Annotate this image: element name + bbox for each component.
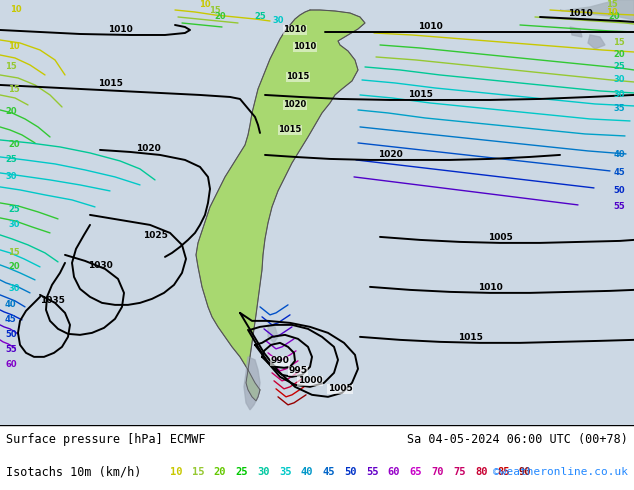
Text: 1010: 1010 <box>418 22 443 31</box>
Text: 40: 40 <box>5 300 16 309</box>
Text: 20: 20 <box>214 12 226 21</box>
Text: 10: 10 <box>170 467 182 477</box>
Text: 85: 85 <box>497 467 510 477</box>
Text: 55: 55 <box>366 467 378 477</box>
Text: 25: 25 <box>5 155 16 165</box>
Text: 50: 50 <box>613 186 625 196</box>
Text: 50: 50 <box>344 467 357 477</box>
Text: 30: 30 <box>614 91 625 99</box>
Text: 30: 30 <box>8 284 20 294</box>
Text: 15: 15 <box>8 85 20 95</box>
Polygon shape <box>244 357 260 410</box>
Text: 990: 990 <box>271 356 290 366</box>
Text: 15: 15 <box>606 0 618 9</box>
Text: 1025: 1025 <box>143 231 167 240</box>
Polygon shape <box>268 325 278 343</box>
Text: 1015: 1015 <box>408 90 432 99</box>
Text: 35: 35 <box>279 467 291 477</box>
Text: 55: 55 <box>613 202 625 211</box>
Text: 45: 45 <box>613 169 625 177</box>
Text: 20: 20 <box>609 12 620 22</box>
Text: 20: 20 <box>214 467 226 477</box>
Text: 30: 30 <box>272 16 284 25</box>
Text: 65: 65 <box>410 467 422 477</box>
Text: 30: 30 <box>8 220 20 229</box>
Text: 40: 40 <box>301 467 313 477</box>
Text: 30: 30 <box>614 75 625 84</box>
Text: 60: 60 <box>5 360 16 369</box>
Text: 1015: 1015 <box>287 73 309 81</box>
Text: 1015: 1015 <box>458 333 482 342</box>
Text: 55: 55 <box>5 345 16 354</box>
Text: 1020: 1020 <box>136 144 160 153</box>
Text: 80: 80 <box>475 467 488 477</box>
Text: 1015: 1015 <box>98 79 122 88</box>
Polygon shape <box>588 35 605 49</box>
Text: 25: 25 <box>254 12 266 21</box>
Text: 60: 60 <box>388 467 401 477</box>
Text: 30: 30 <box>5 172 16 181</box>
Text: 20: 20 <box>5 107 16 117</box>
Text: 15: 15 <box>191 467 204 477</box>
Text: 45: 45 <box>323 467 335 477</box>
Text: 25: 25 <box>235 467 248 477</box>
Text: 10: 10 <box>199 0 211 9</box>
Text: 20: 20 <box>8 262 20 271</box>
Text: 15: 15 <box>5 62 16 72</box>
Text: 995: 995 <box>288 367 307 375</box>
Text: 1005: 1005 <box>328 384 353 393</box>
Text: 1020: 1020 <box>283 100 307 109</box>
Text: 1035: 1035 <box>39 296 65 305</box>
Text: 70: 70 <box>432 467 444 477</box>
Text: 25: 25 <box>8 205 20 215</box>
Text: 10: 10 <box>606 8 618 18</box>
Text: 1015: 1015 <box>278 125 302 134</box>
Text: Surface pressure [hPa] ECMWF: Surface pressure [hPa] ECMWF <box>6 433 205 446</box>
Text: 1010: 1010 <box>477 283 502 292</box>
Polygon shape <box>570 27 582 37</box>
Text: 1000: 1000 <box>298 376 322 385</box>
Text: 1030: 1030 <box>87 261 112 270</box>
Text: 15: 15 <box>613 39 625 48</box>
Text: 75: 75 <box>453 467 466 477</box>
Text: 50: 50 <box>5 330 16 340</box>
Text: 20: 20 <box>613 50 625 59</box>
Text: 45: 45 <box>5 316 16 324</box>
Text: 15: 15 <box>8 248 20 257</box>
Text: 10: 10 <box>8 43 20 51</box>
Text: 1010: 1010 <box>567 9 592 18</box>
Text: 15: 15 <box>209 6 221 15</box>
Text: Isotachs 10m (km/h): Isotachs 10m (km/h) <box>6 466 141 478</box>
Text: Sa 04-05-2024 06:00 UTC (00+78): Sa 04-05-2024 06:00 UTC (00+78) <box>407 433 628 446</box>
Text: 1005: 1005 <box>488 233 512 242</box>
Text: 40: 40 <box>613 150 625 159</box>
Text: 1010: 1010 <box>294 43 316 51</box>
Text: 25: 25 <box>613 62 625 72</box>
Polygon shape <box>196 10 365 401</box>
Polygon shape <box>560 0 634 20</box>
Text: ©weatheronline.co.uk: ©weatheronline.co.uk <box>493 467 628 477</box>
Text: 30: 30 <box>257 467 269 477</box>
Text: 90: 90 <box>519 467 531 477</box>
Text: 35: 35 <box>613 104 625 114</box>
Text: 10: 10 <box>10 5 22 15</box>
Text: 1020: 1020 <box>378 150 403 159</box>
Text: 1010: 1010 <box>283 25 307 34</box>
Text: 20: 20 <box>8 141 20 149</box>
Text: 1010: 1010 <box>108 25 133 34</box>
